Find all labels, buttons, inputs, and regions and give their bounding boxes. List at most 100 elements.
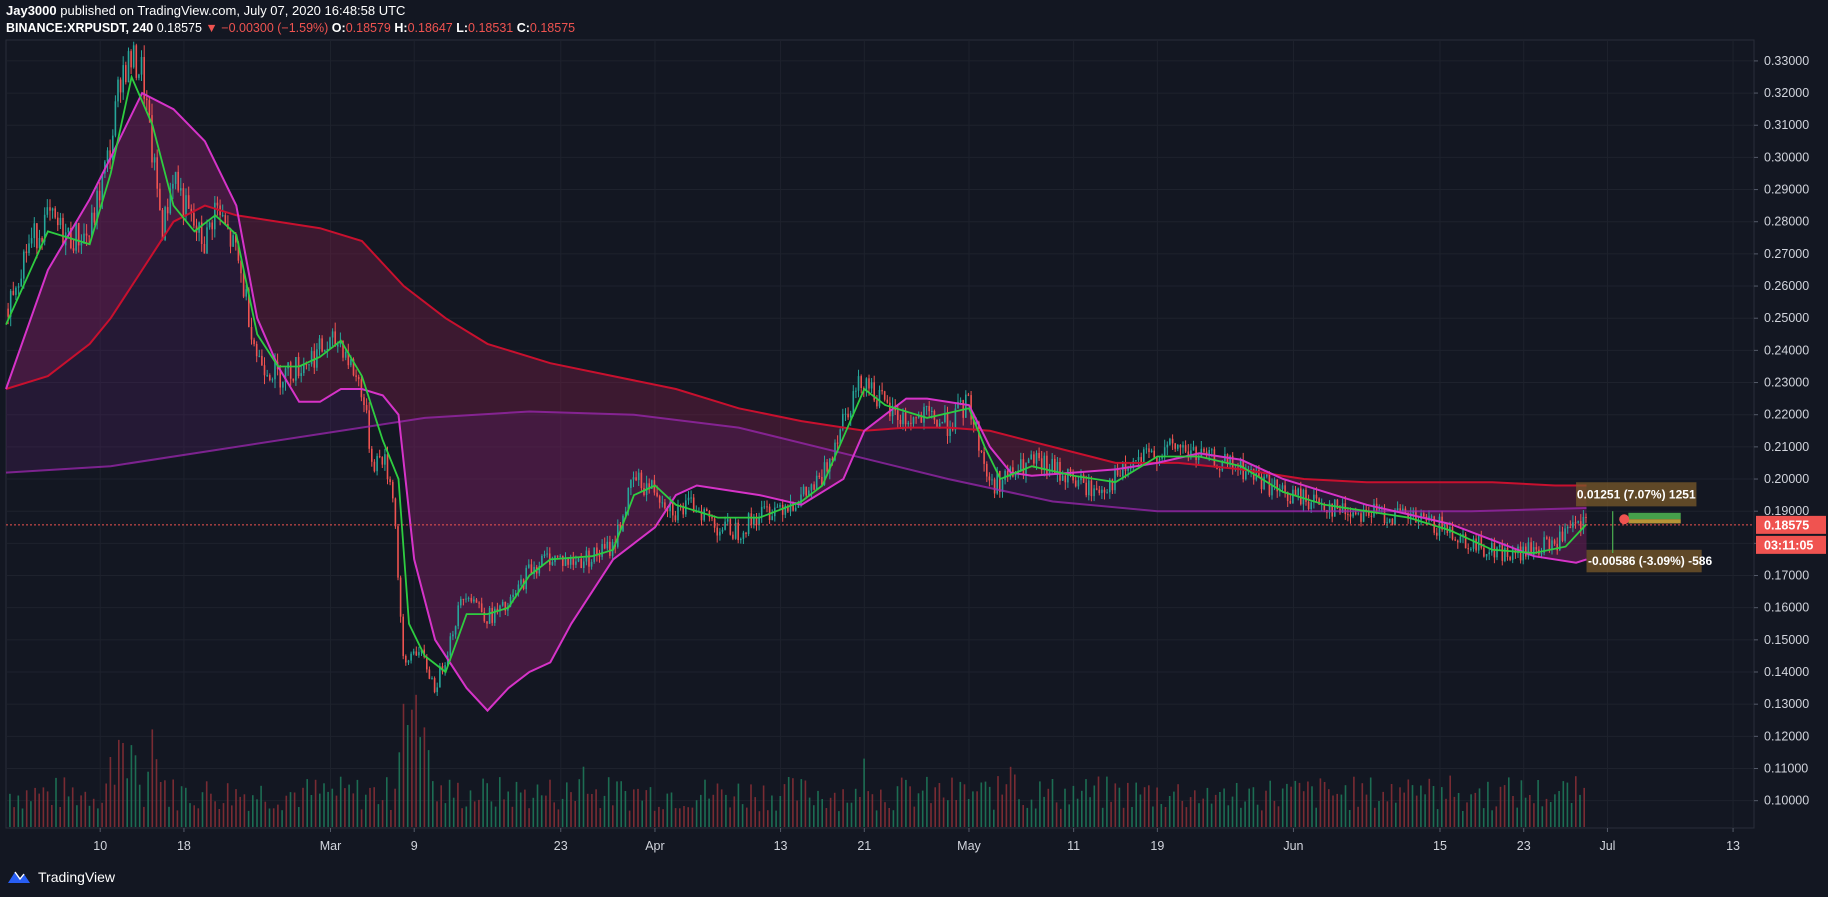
candle-body xyxy=(1250,469,1252,471)
candle-body xyxy=(797,505,800,508)
candle-body xyxy=(1114,469,1116,491)
candle-body xyxy=(672,502,674,516)
volume-bar xyxy=(499,777,501,827)
candle-body xyxy=(928,406,930,412)
symbol-label[interactable]: BINANCE:XRPUSDT, 240 xyxy=(6,21,154,35)
candle-body xyxy=(737,522,739,541)
candle-body xyxy=(1137,457,1140,461)
candle-body xyxy=(289,362,292,379)
candle-body xyxy=(470,597,473,602)
volume-bar xyxy=(519,792,522,827)
open-value: 0.18579 xyxy=(345,21,391,35)
volume-bar xyxy=(1549,802,1552,827)
volume-bar xyxy=(344,788,346,827)
candle-body xyxy=(1551,540,1553,550)
candle-body xyxy=(211,222,213,230)
candle-body xyxy=(533,566,535,574)
candle-body xyxy=(794,507,797,511)
candle-body xyxy=(1574,522,1577,524)
candle-body xyxy=(1033,454,1035,464)
candle-body xyxy=(282,382,284,388)
candle-body xyxy=(258,355,261,357)
candle-body xyxy=(216,202,219,206)
volume-bar xyxy=(302,787,304,827)
volume-bar xyxy=(1386,801,1389,827)
volume-bar xyxy=(1185,807,1188,827)
candle-body xyxy=(389,479,391,482)
volume-bar xyxy=(1256,804,1259,827)
y-tick-label: 0.26000 xyxy=(1764,279,1809,293)
author-name[interactable]: Jay3000 xyxy=(6,3,57,18)
candle-body xyxy=(292,378,295,381)
volume-bar xyxy=(1390,784,1393,827)
volume-bar xyxy=(1277,806,1280,827)
candle-body xyxy=(865,378,868,391)
candle-body xyxy=(1436,532,1438,536)
candle-body xyxy=(512,594,514,597)
candle-body xyxy=(248,289,250,327)
candle-body xyxy=(1530,542,1532,556)
volume-bar xyxy=(712,794,715,827)
candle-body xyxy=(1135,460,1137,462)
high-label: H: xyxy=(394,21,408,35)
volume-bar xyxy=(767,810,769,827)
volume-bar xyxy=(452,797,455,827)
volume-bar xyxy=(1575,776,1577,827)
volume-bar xyxy=(959,781,962,827)
volume-bar xyxy=(30,801,32,827)
candle-body xyxy=(300,373,302,376)
volume-bar xyxy=(775,810,777,827)
candle-body xyxy=(1543,537,1545,553)
candle-body xyxy=(1467,548,1469,550)
candle-body xyxy=(951,428,954,431)
candle-body xyxy=(857,376,860,391)
candle-body xyxy=(439,666,441,688)
candle-body xyxy=(1190,450,1192,457)
candle-body xyxy=(454,626,457,635)
candle-body xyxy=(692,497,695,513)
candle-body xyxy=(1166,444,1169,448)
candle-body xyxy=(1553,540,1556,544)
volume-bar xyxy=(1160,804,1163,827)
candle-body xyxy=(983,452,985,464)
volume-bar xyxy=(1005,784,1008,827)
candle-body xyxy=(740,538,742,541)
volume-bar xyxy=(833,792,836,827)
volume-bar xyxy=(155,759,158,827)
candle-body xyxy=(491,608,493,623)
volume-bar xyxy=(180,786,183,827)
volume-bar xyxy=(377,804,380,827)
candle-body xyxy=(1276,479,1278,492)
volume-bar xyxy=(930,803,932,827)
candle-body xyxy=(30,238,33,244)
candle-body xyxy=(658,496,661,503)
x-tick-label: 13 xyxy=(774,839,788,853)
volume-bar xyxy=(926,776,928,827)
candle-body xyxy=(1289,501,1292,504)
volume-bar xyxy=(1357,806,1359,827)
volume-bar xyxy=(582,766,585,827)
candle-body xyxy=(1040,458,1043,471)
x-tick-label: 18 xyxy=(177,839,191,853)
candle-body xyxy=(656,492,658,497)
volume-bar xyxy=(55,777,57,827)
candle-body xyxy=(763,506,766,508)
volume-bar xyxy=(750,784,752,827)
volume-bar xyxy=(1348,810,1351,827)
volume-bar xyxy=(1018,799,1020,827)
candle-body xyxy=(781,504,784,515)
candle-body xyxy=(941,422,944,424)
x-tick-label: Apr xyxy=(645,839,664,853)
volume-bar xyxy=(1148,785,1150,827)
ema-mid-line xyxy=(5,91,1587,713)
candle-body xyxy=(1163,447,1166,457)
candle-body xyxy=(1320,504,1323,506)
candle-body xyxy=(193,212,195,226)
candle-body xyxy=(559,555,561,557)
volume-bar xyxy=(46,791,49,827)
candle-body xyxy=(993,479,996,494)
candle-body xyxy=(347,352,350,366)
candle-body xyxy=(1328,503,1331,513)
candle-body xyxy=(886,399,889,403)
